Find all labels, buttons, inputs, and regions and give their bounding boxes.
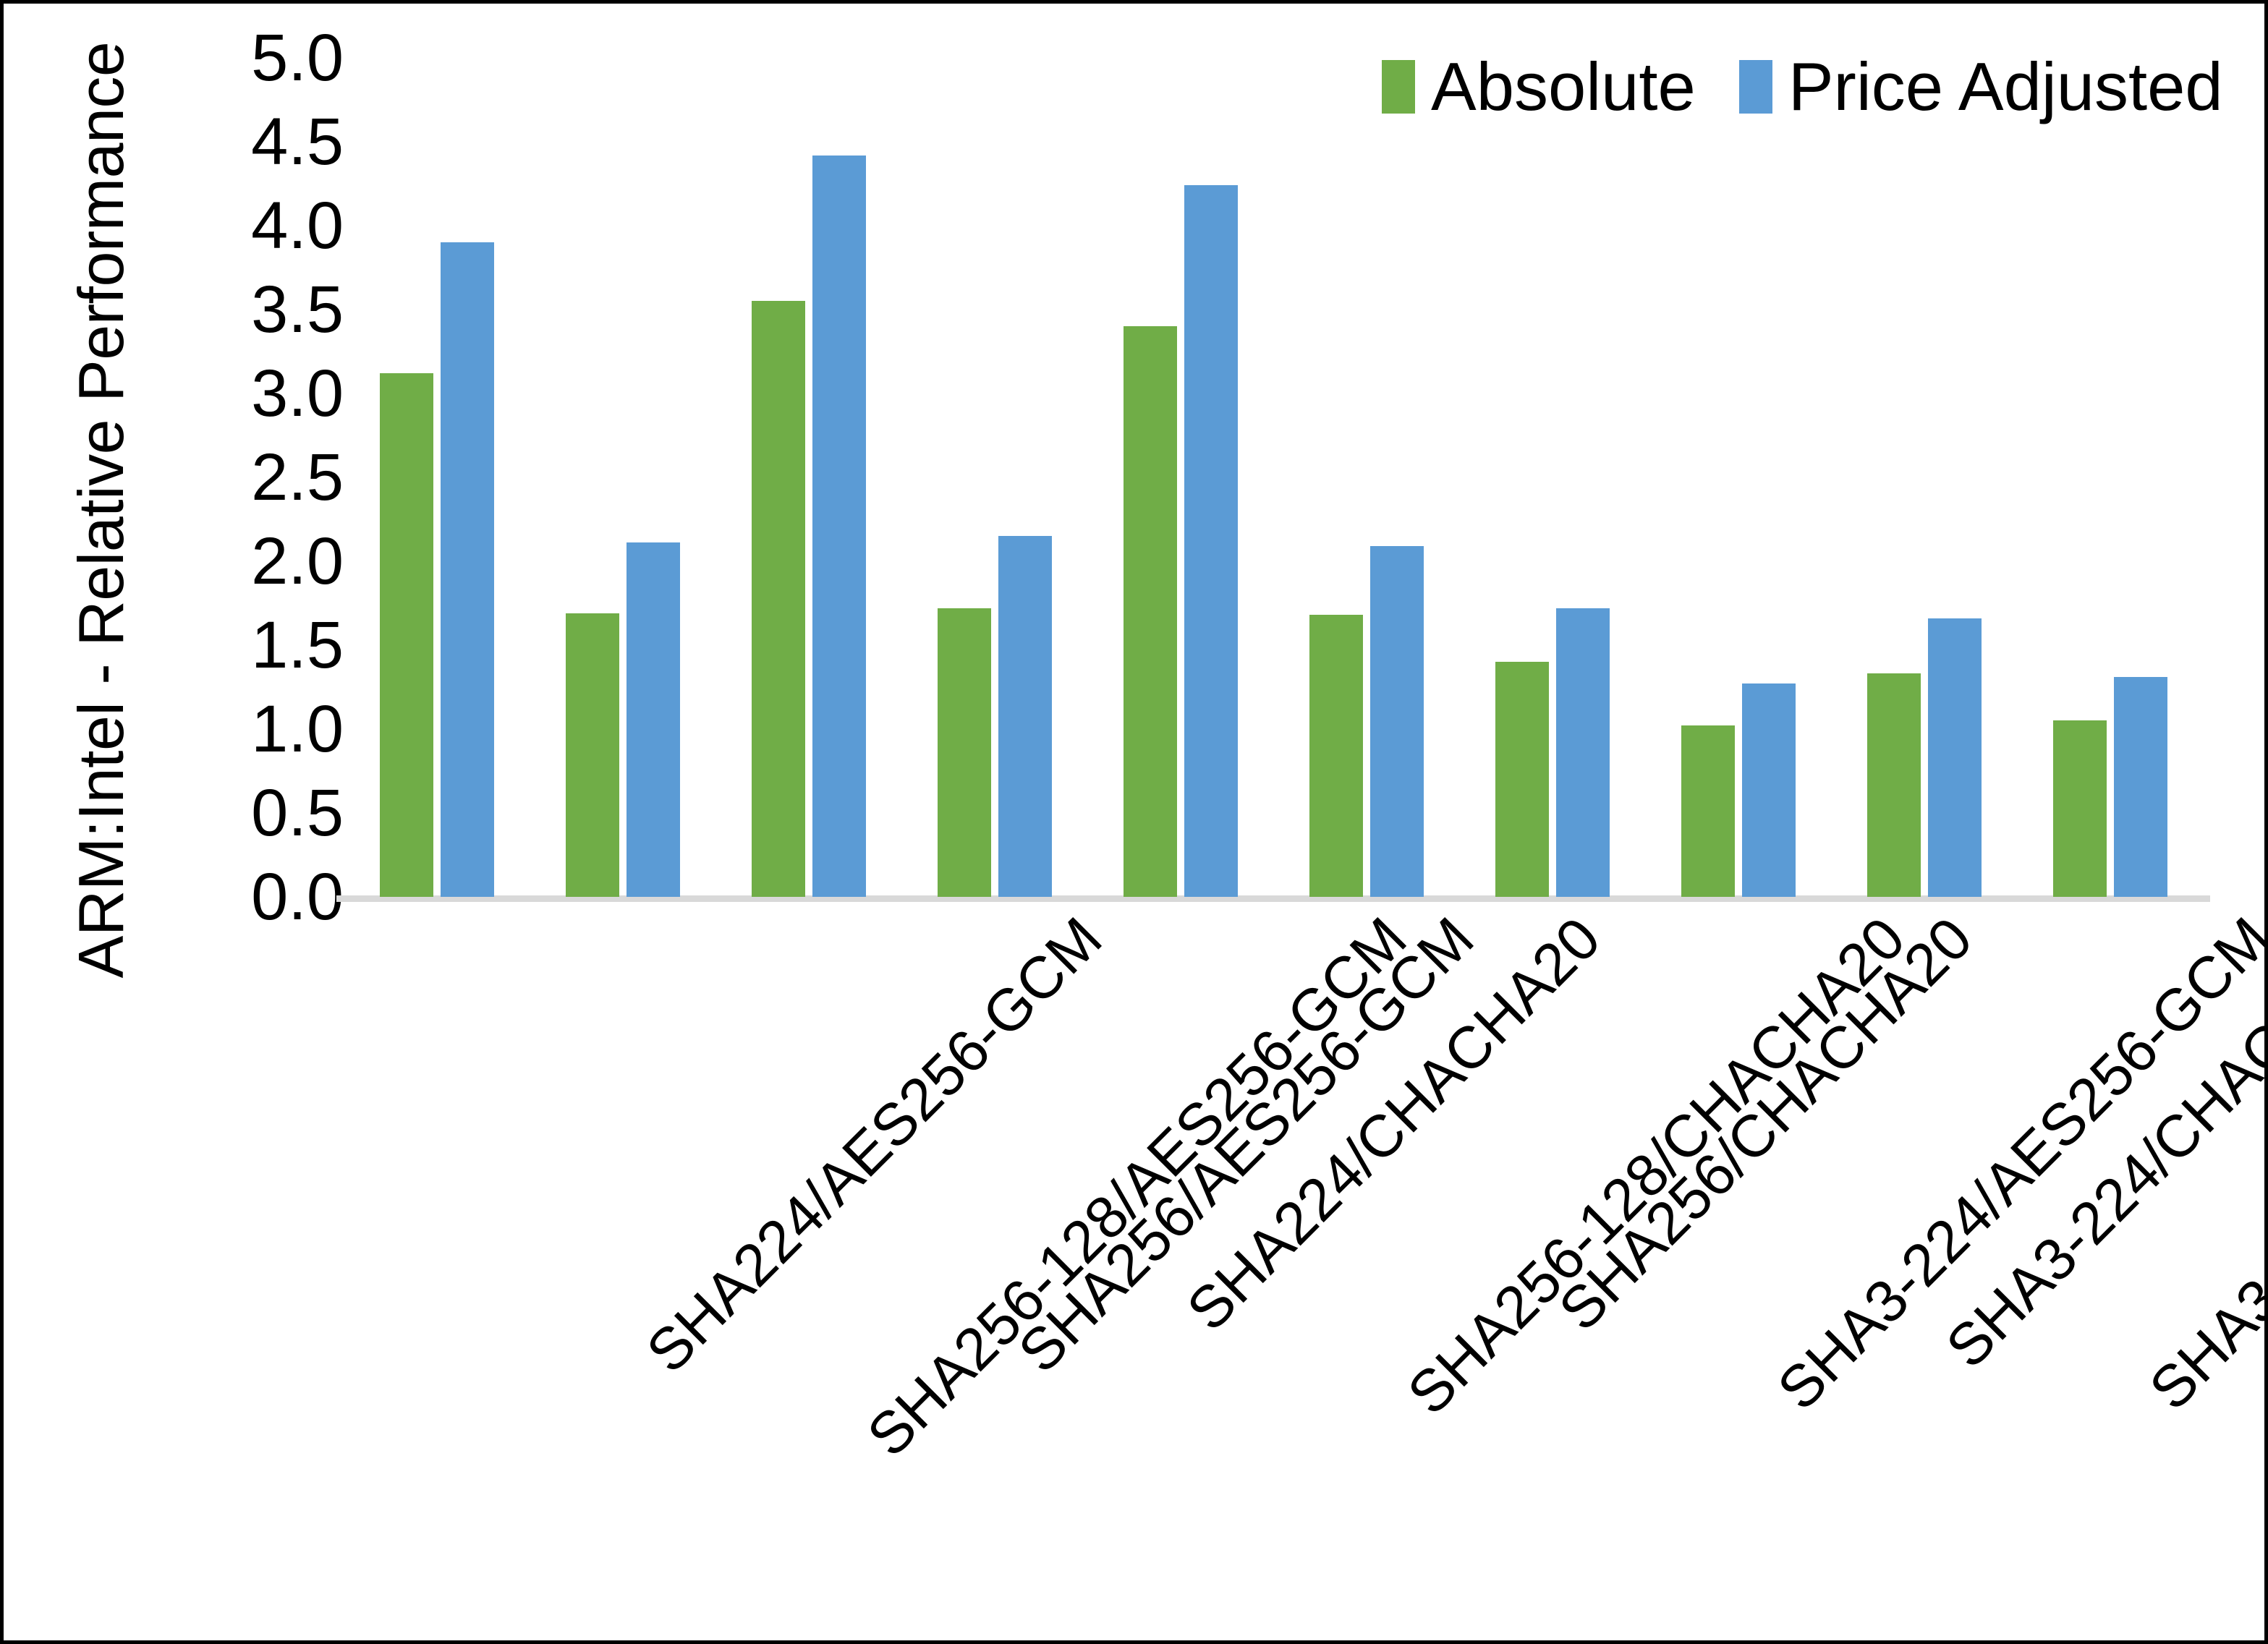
bar-group	[901, 58, 1087, 897]
y-axis-tick-label: 0.5	[251, 776, 344, 850]
y-axis-title: ARM:Intel - Relative Performance	[65, 41, 137, 979]
y-axis-tick-label: 3.5	[251, 273, 344, 346]
bar-price-adjusted[interactable]	[440, 242, 494, 897]
y-axis-tick-label: 1.0	[251, 692, 344, 766]
bar-price-adjusted[interactable]	[1555, 608, 1610, 897]
bar-price-adjusted[interactable]	[812, 155, 866, 897]
y-axis-tick-label: 4.5	[251, 105, 344, 179]
bar-group	[344, 58, 530, 897]
y-axis-tick-label: 0.0	[251, 860, 344, 934]
x-axis-category-labels: SHA224/AES256-GCM SHA256-128/AES256-GCM SH…	[344, 905, 2268, 1559]
bar-absolute[interactable]	[1309, 615, 1363, 897]
bar-price-adjusted[interactable]	[1741, 683, 1796, 897]
legend-label: Absolute	[1431, 48, 1696, 124]
legend-entry[interactable]: Price Adjusted	[1738, 48, 2223, 124]
plot-area	[336, 58, 2210, 902]
bar-absolute[interactable]	[937, 608, 991, 897]
bar-group	[1273, 58, 1459, 897]
chart-legend: Absolute Price Adjusted	[1382, 47, 2223, 127]
bar-price-adjusted[interactable]	[998, 536, 1052, 897]
bar-price-adjusted[interactable]	[1184, 185, 1238, 897]
bar-group	[1087, 58, 1273, 897]
bar-group	[715, 58, 901, 897]
y-axis-tick-label: 3.0	[251, 357, 344, 430]
bar-price-adjusted[interactable]	[2113, 677, 2167, 897]
bar-absolute[interactable]	[379, 373, 433, 897]
bar-absolute[interactable]	[565, 613, 619, 897]
bar-absolute[interactable]	[2052, 720, 2107, 897]
legend-swatch-icon	[1738, 60, 1772, 114]
bar-absolute[interactable]	[1495, 662, 1549, 897]
legend-entry[interactable]: Absolute	[1382, 53, 1696, 121]
y-axis-tick-label: 2.5	[251, 440, 344, 514]
bar-price-adjusted[interactable]	[626, 542, 680, 897]
y-axis-tick-label: 5.0	[251, 21, 344, 95]
bar-group	[1831, 58, 2017, 897]
bar-absolute[interactable]	[1681, 725, 1735, 897]
bar-group	[1459, 58, 1645, 897]
bar-group	[1645, 58, 1831, 897]
y-axis-tick-labels: 5.0 4.5 4.0 3.5 3.0 2.5 2.0 1.5 1.0 0.5 0.0	[159, 4, 344, 944]
y-axis-tick-label: 2.0	[251, 524, 344, 598]
bar-price-adjusted[interactable]	[1369, 546, 1424, 897]
bar-absolute[interactable]	[1866, 673, 1921, 897]
y-axis-tick-label: 1.5	[251, 608, 344, 682]
bar-absolute[interactable]	[1123, 326, 1177, 897]
y-axis-tick-label: 4.0	[251, 189, 344, 263]
bar-group	[530, 58, 715, 897]
legend-swatch-icon	[1382, 60, 1415, 114]
bar-price-adjusted[interactable]	[1927, 618, 1982, 897]
bar-group	[2017, 58, 2203, 897]
bar-absolute[interactable]	[751, 301, 805, 897]
legend-label: Price Adjusted	[1788, 48, 2223, 124]
x-axis-baseline	[336, 895, 2210, 902]
